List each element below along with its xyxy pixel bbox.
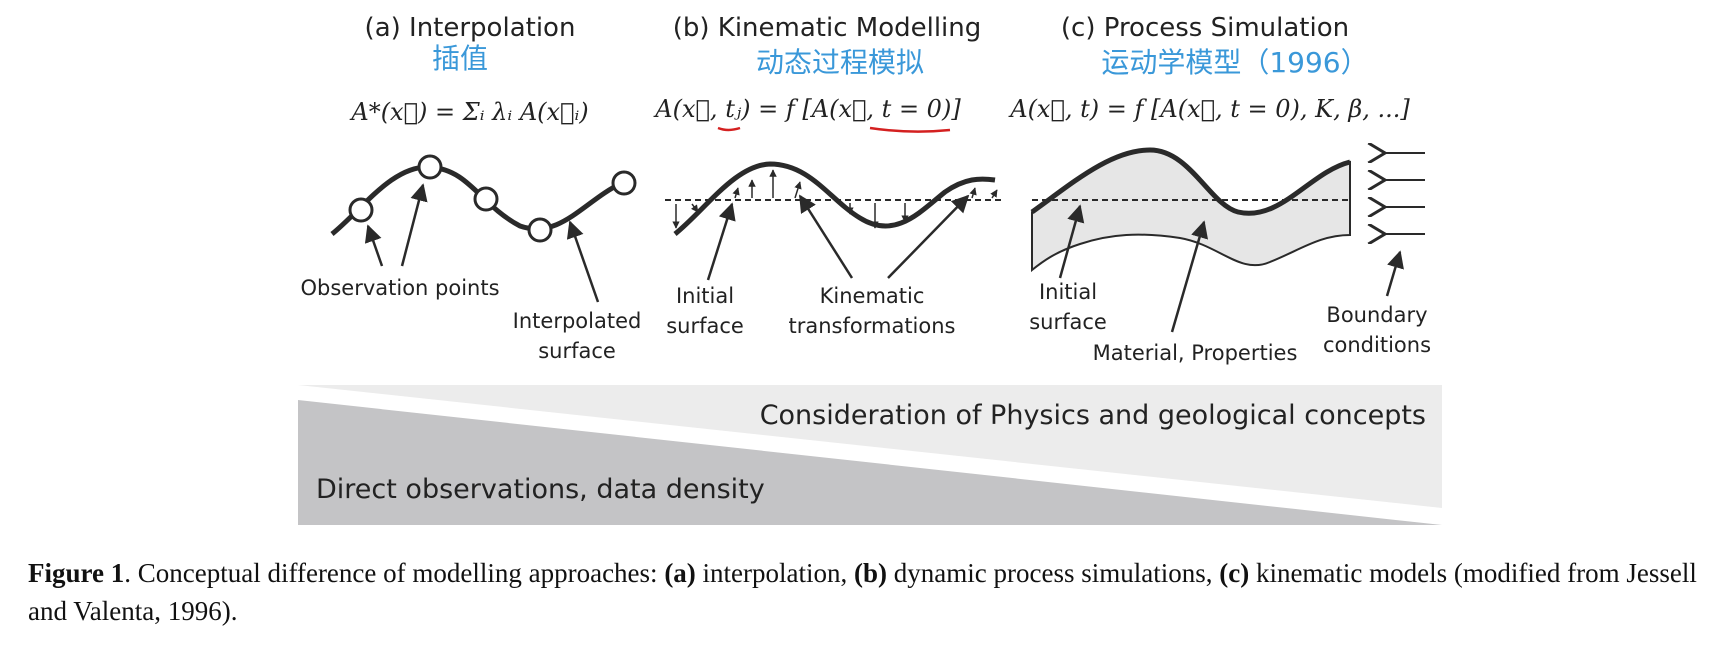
caption-c-text: kinematic models (modified from Jessell … [28,558,1697,626]
observation-point [348,197,374,223]
caption-a-text: interpolation, [695,558,855,588]
arrow-obs-1 [364,224,384,267]
caption-b-label: (b) [854,558,888,588]
caption-b-text: dynamic process simulations, [887,558,1220,588]
panel-c-equation: A(x⃗, t) = f [A(x⃗, t = 0), K, β, ...] [1008,95,1410,123]
boundary-arrows [1385,153,1425,234]
panel-b-cn: 动态过程模拟 [756,46,924,79]
arrow-interpolated [566,220,600,303]
label-interpolated-1: Interpolated [513,309,642,333]
label-observation-points: Observation points [300,276,499,300]
label-initial-b-2: surface [666,314,744,338]
caption-c-label: (c) [1219,558,1250,588]
physics-wedge-label: Consideration of Physics and geological … [760,400,1426,431]
label-kinematic-1: Kinematic [820,284,925,308]
label-initial-c-1: Initial [1039,280,1097,304]
arrow-material [1170,220,1209,333]
panel-a-title: (a) Interpolation [365,13,576,43]
caption-figure-label: Figure 1 [28,558,125,588]
underline-tj [717,126,741,132]
observation-point [417,154,443,180]
arrow-kinematic-2 [887,194,970,279]
arrow-initial-b [706,202,736,281]
label-initial-c-2: surface [1029,310,1107,334]
arrow-initial-c [1058,204,1085,279]
arrow-boundary [1385,250,1404,297]
underline-t0 [869,126,951,133]
arrow-kinematic-1 [798,194,854,279]
observation-point [527,217,553,243]
label-interpolated-2: surface [538,339,616,363]
transformation-arrows [672,169,998,229]
label-initial-b-1: Initial [676,284,734,308]
top-surface-curve [1030,147,1351,216]
panel-b-equation: A(x⃗, tⱼ) = f [A(x⃗, t = 0)] [653,95,961,123]
observation-point [611,170,637,196]
panel-c-cn: 运动学模型（1996） [1101,46,1368,79]
observations-wedge [298,400,1442,525]
interpolated-surface-curve [330,164,624,236]
panel-a-cn: 插值 [432,42,488,75]
panel-b-title: (b) Kinematic Modelling [673,13,982,43]
panel-c-title: (c) Process Simulation [1061,13,1349,43]
label-boundary-2: conditions [1323,333,1431,357]
arrow-obs-2 [400,183,428,267]
caption-intro: . Conceptual difference of modelling app… [124,558,665,588]
observations-wedge-label: Direct observations, data density [316,474,765,505]
label-boundary-1: Boundary [1326,303,1427,327]
panel-a-equation: A*(x⃗) = Σᵢ λᵢ A(x⃗ᵢ) [349,98,588,126]
observation-point [473,186,499,212]
physics-wedge [298,385,1442,508]
label-kinematic-2: transformations [789,314,956,338]
label-material: Material, Properties [1093,341,1298,365]
figure-caption: Figure 1. Conceptual difference of model… [28,554,1708,630]
caption-a-label: (a) [664,558,696,588]
